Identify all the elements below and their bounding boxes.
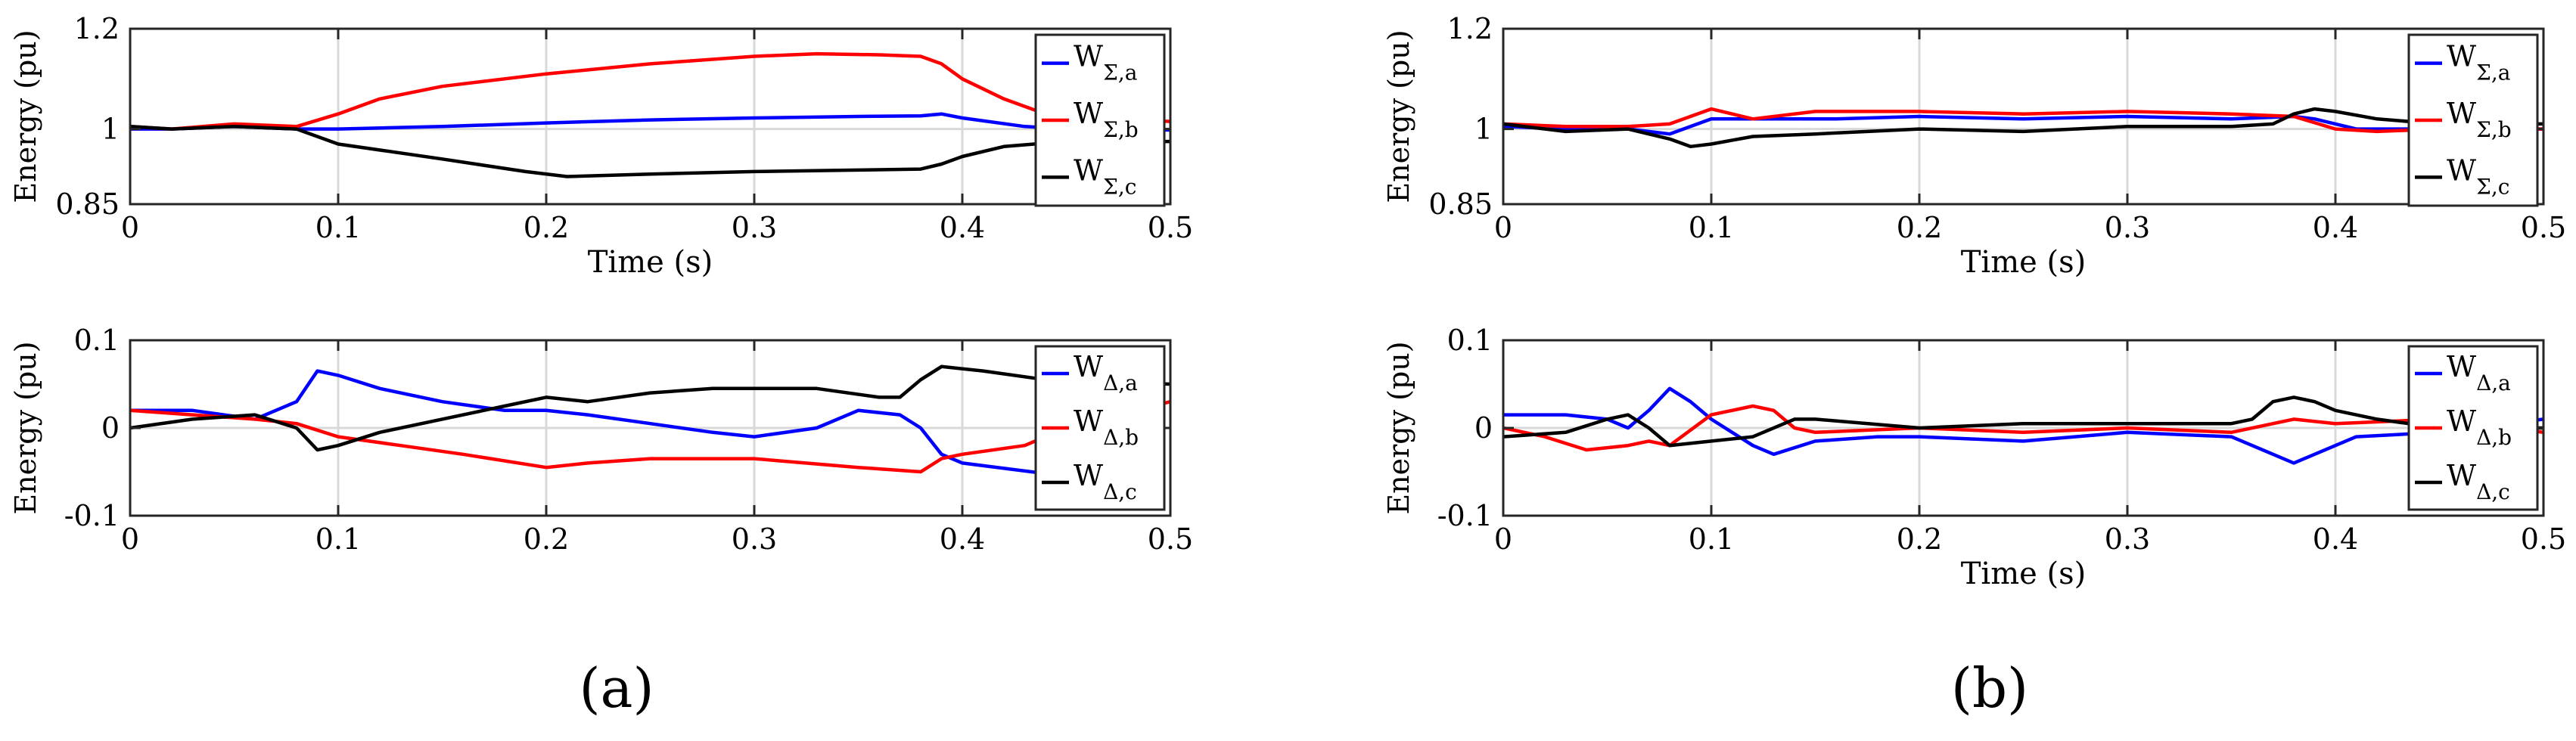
y-tick-label: 0 [101, 411, 120, 445]
y-tick-label: 1.2 [1447, 12, 1493, 45]
series-line-b-1 [1503, 107, 2543, 134]
legend-label: WΔ,b [1074, 405, 1139, 450]
x-tick-label: 0.2 [1897, 522, 1942, 556]
y-tick-label: 1.2 [74, 12, 120, 45]
x-tick-label: 0.4 [940, 211, 985, 244]
legend: WΔ,a WΔ,b WΔ,c [2407, 345, 2539, 511]
y-tick-label: 0.1 [1447, 324, 1493, 357]
x-tick-label: 0.3 [2105, 522, 2150, 556]
x-tick-label: 0 [121, 522, 139, 556]
series-line-c-2 [130, 364, 1170, 452]
legend-label: WΣ,c [2447, 153, 2509, 199]
y-tick-label: 1 [1474, 113, 1493, 146]
x-tick-label: 0.3 [732, 211, 777, 244]
y-tick-label: 0.1 [74, 324, 120, 357]
legend-label: WΔ,a [1074, 350, 1138, 395]
x-tick-label: 0.2 [1897, 211, 1942, 244]
caption-b: (b) [1951, 656, 2028, 720]
legend-label: WΔ,a [2447, 350, 2511, 395]
y-tick-label: -0.1 [64, 499, 120, 532]
y-axis-label: Energy (pu) [9, 29, 42, 203]
y-axis-label: Energy (pu) [1382, 29, 1415, 203]
legend-label: WΔ,c [1074, 459, 1137, 504]
legend: WΣ,a WΣ,b WΣ,c [1034, 33, 1166, 207]
axes-frame [1502, 27, 2545, 206]
y-axis-label: Energy (pu) [1382, 341, 1415, 514]
y-tick-label: 1 [101, 113, 120, 146]
x-axis-label: Time (s) [1961, 245, 2087, 280]
legend-label: WΣ,c [1074, 153, 1136, 199]
legend-label: WΣ,b [1074, 97, 1139, 142]
legend-label: WΔ,b [2447, 405, 2512, 450]
x-tick-label: 0.1 [1689, 522, 1734, 556]
series-line-c-2 [130, 125, 1170, 178]
series-line-c-2 [1503, 395, 2543, 448]
legend-label: WΔ,c [2447, 459, 2510, 504]
series-line-c-2 [1503, 107, 2543, 149]
y-axis-label: Energy (pu) [9, 341, 42, 514]
series-line-a-0 [1503, 114, 2543, 136]
x-tick-label: 0.2 [524, 211, 569, 244]
y-tick-label: -0.1 [1437, 499, 1493, 532]
series-line-a-0 [130, 369, 1067, 479]
x-tick-label: 0.5 [2521, 522, 2566, 556]
series-line-b-1 [130, 400, 1170, 474]
axes-frame [129, 27, 1172, 206]
x-tick-label: 0 [121, 211, 139, 244]
y-tick-label: 0.85 [55, 188, 120, 221]
x-tick-label: 0.1 [1689, 211, 1734, 244]
x-tick-label: 0.4 [2313, 211, 2358, 244]
legend: WΣ,a WΣ,b WΣ,c [2407, 33, 2539, 207]
legend-label: WΣ,a [1074, 40, 1137, 85]
x-tick-label: 0.5 [2521, 211, 2566, 244]
x-tick-label: 0.5 [1148, 211, 1193, 244]
caption-a: (a) [579, 656, 654, 720]
series-line-b-1 [130, 51, 1170, 131]
y-tick-label: 0.85 [1428, 188, 1493, 221]
x-tick-label: 0.3 [2105, 211, 2150, 244]
panel-a-top-sum-energy: 0 0.1 0.2 0.3 0.4 0.5 0.85 1 1.2 Time (s) Energy (… [9, 12, 1193, 280]
x-tick-label: 0.2 [524, 522, 569, 556]
x-tick-label: 0 [1494, 522, 1512, 556]
x-tick-label: 0.5 [1148, 522, 1193, 556]
x-tick-label: 0.4 [2313, 522, 2358, 556]
x-tick-label: 0.4 [940, 522, 985, 556]
x-tick-label: 0.3 [732, 522, 777, 556]
series-line-a-0 [1503, 386, 2543, 465]
x-tick-label: 0.1 [315, 211, 361, 244]
x-tick-label: 0 [1494, 211, 1512, 244]
panel-b-top-sum-energy: 0 0.1 0.2 0.3 0.4 0.5 0.85 1 1.2 Time (s) Energy (… [1382, 12, 2566, 280]
x-tick-label: 0.1 [315, 522, 361, 556]
y-tick-label: 0 [1474, 411, 1493, 445]
legend-label: WΣ,b [2447, 97, 2512, 142]
legend: WΔ,a WΔ,b WΔ,c [1034, 345, 1166, 511]
legend-label: WΣ,a [2447, 40, 2510, 85]
x-axis-label: Time (s) [588, 245, 713, 280]
series-line-b-1 [1503, 404, 2543, 452]
x-axis-label: Time (s) [1961, 557, 2087, 591]
